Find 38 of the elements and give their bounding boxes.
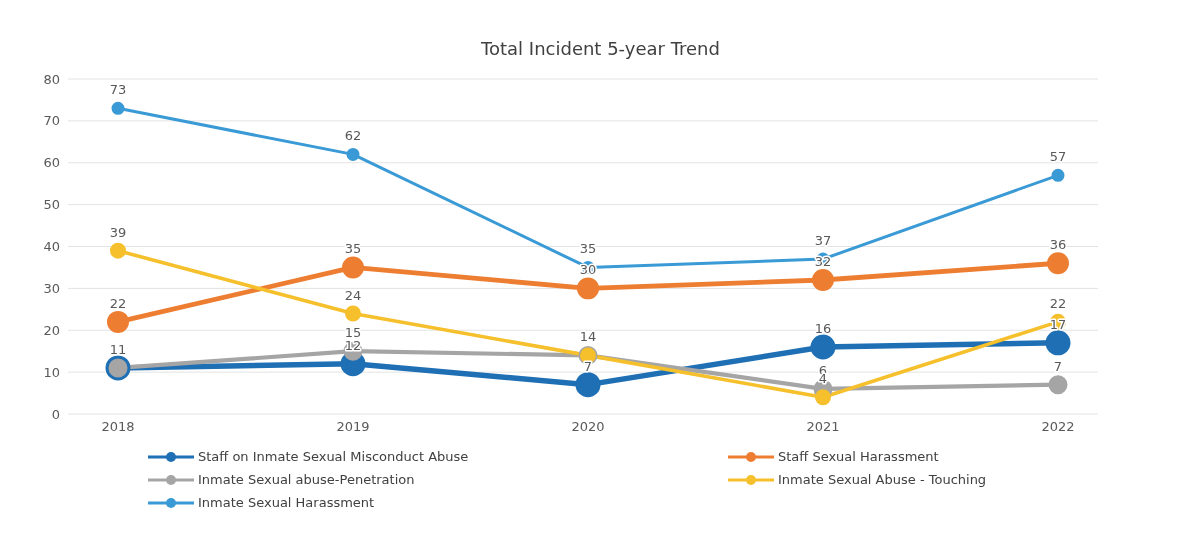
data-label: 36 [1049,237,1067,253]
y-tick-label: 0 [51,406,60,422]
data-label: 57 [1049,149,1067,165]
y-tick-label: 70 [43,113,60,129]
y-tick-label: 80 [43,71,60,87]
data-label: 37 [814,233,832,249]
legend-label: Staff on Inmate Sexual Misconduct Abuse [198,449,469,464]
data-label: 39 [109,224,127,240]
y-tick-label: 20 [43,322,60,338]
data-label: 73 [109,82,127,98]
legend-label: Inmate Sexual Harassment [198,495,375,510]
data-label: 16 [814,321,832,336]
data-label: 24 [344,287,362,303]
legend-label: Inmate Sexual abuse-Penetration [198,472,415,487]
y-tick-label: 60 [43,155,60,171]
x-tick-label: 2022 [1041,419,1075,435]
data-label: 15 [344,325,362,341]
y-tick-label: 10 [43,364,60,380]
chart-title: Total Incident 5-year Trend [480,37,721,59]
data-label: 35 [579,241,597,257]
data-label: 22 [1049,295,1067,311]
data-label: 7 [1053,358,1063,374]
x-tick-label: 2019 [336,419,370,435]
y-tick-label: 40 [43,239,60,255]
data-label: 14 [579,329,597,345]
legend-label: Staff Sexual Harassment [778,449,939,464]
data-label: 35 [344,241,362,257]
data-label: 62 [344,128,362,144]
y-tick-label: 30 [43,280,60,296]
legend-label: Inmate Sexual Abuse - Touching [778,472,987,487]
x-tick-label: 2021 [806,419,840,435]
data-label: 11 [109,341,127,357]
y-tick-label: 50 [43,197,60,213]
data-label: 17 [1049,316,1067,332]
data-label: 7 [583,358,593,374]
data-label: 22 [109,295,127,311]
x-tick-label: 2018 [101,419,135,435]
x-tick-label: 2020 [571,419,605,435]
